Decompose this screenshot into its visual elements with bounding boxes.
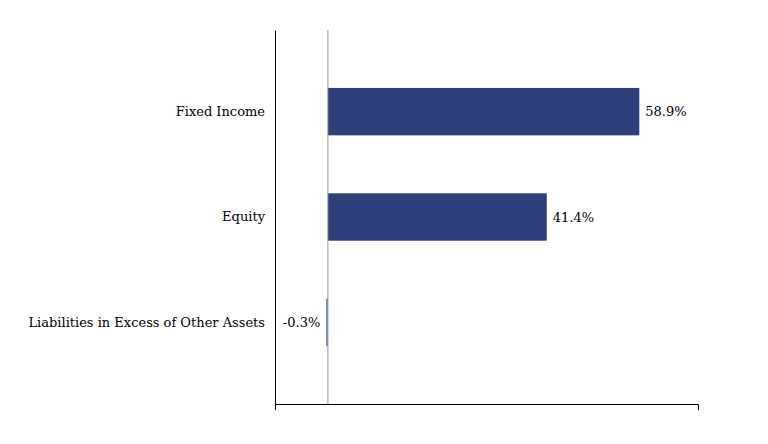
tick-label: Liabilities in Excess of Other Assets — [28, 315, 265, 330]
tick: Liabilities in Excess of Other Assets — [28, 315, 275, 330]
baseline — [327, 30, 328, 404]
tick: Equity — [222, 209, 275, 224]
bar — [328, 193, 547, 240]
chart: 58.9% 41.4% -0.3% Fixed Income Equity Liabili… — [0, 0, 768, 444]
axis-line — [276, 405, 699, 411]
data-label: 41.4% — [553, 210, 594, 225]
plot: 58.9% 41.4% -0.3% Fixed Income Equity Liabili… — [28, 30, 698, 410]
axis-line — [275, 31, 276, 405]
tick-label: Equity — [222, 209, 266, 224]
bar — [328, 88, 639, 135]
data-labels: 58.9% 41.4% -0.3% — [283, 104, 687, 330]
tick: Fixed Income — [176, 104, 275, 119]
data-label: 58.9% — [645, 104, 686, 119]
x-axis — [276, 405, 699, 411]
tick-label: Fixed Income — [176, 104, 266, 119]
y-axis: Fixed Income Equity Liabilities in Excess … — [28, 31, 275, 405]
data-label: -0.3% — [283, 315, 320, 330]
bars — [326, 88, 639, 346]
